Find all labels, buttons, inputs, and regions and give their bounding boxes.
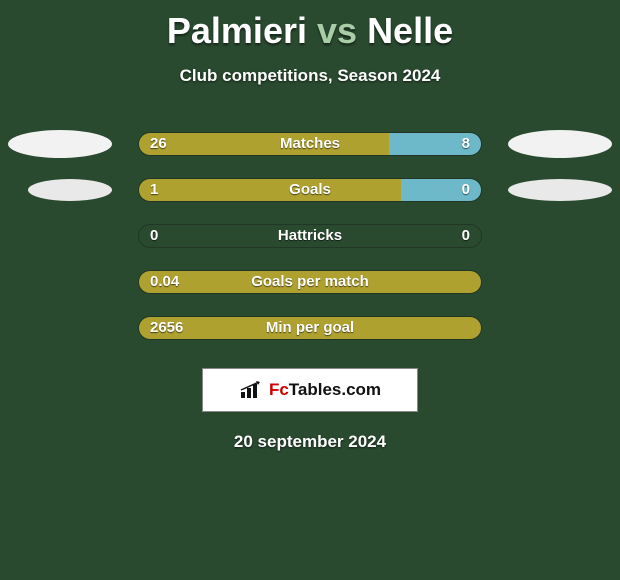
stat-value-right: 0 — [462, 178, 470, 202]
stat-value-left: 0 — [150, 224, 158, 248]
stat-value-left: 1 — [150, 178, 158, 202]
player-left-pill — [28, 179, 112, 201]
page-title: Palmieri vs Nelle — [0, 0, 620, 52]
stat-track — [138, 316, 482, 340]
stat-seg-left — [139, 179, 403, 201]
stat-track — [138, 178, 482, 202]
stat-track — [138, 270, 482, 294]
bars-icon — [239, 380, 263, 400]
stat-track — [138, 224, 482, 248]
source-badge[interactable]: FcTables.com — [202, 368, 418, 412]
title-right: Nelle — [367, 10, 453, 51]
stat-row: 2656Min per goal — [0, 316, 620, 340]
badge-post: Tables.com — [289, 380, 381, 399]
stat-row: 268Matches — [0, 132, 620, 156]
subtitle: Club competitions, Season 2024 — [0, 66, 620, 86]
stat-row: 0.04Goals per match — [0, 270, 620, 294]
stat-value-right: 8 — [462, 132, 470, 156]
stat-row: 00Hattricks — [0, 224, 620, 248]
title-left: Palmieri — [167, 10, 307, 51]
stat-value-right: 0 — [462, 224, 470, 248]
stat-seg-left — [139, 271, 482, 293]
stat-track — [138, 132, 482, 156]
player-right-pill — [508, 179, 612, 201]
badge-pre: Fc — [269, 380, 289, 399]
date-text: 20 september 2024 — [0, 432, 620, 452]
badge-text: FcTables.com — [269, 380, 381, 400]
stat-seg-left — [139, 133, 391, 155]
stat-value-left: 0.04 — [150, 270, 179, 294]
title-vs: vs — [317, 10, 357, 51]
stat-seg-left — [139, 317, 482, 339]
stat-value-left: 2656 — [150, 316, 183, 340]
stats-rows: 268Matches10Goals00Hattricks0.04Goals pe… — [0, 132, 620, 340]
player-left-pill — [8, 130, 112, 158]
player-right-pill — [508, 130, 612, 158]
stat-value-left: 26 — [150, 132, 167, 156]
stat-row: 10Goals — [0, 178, 620, 202]
